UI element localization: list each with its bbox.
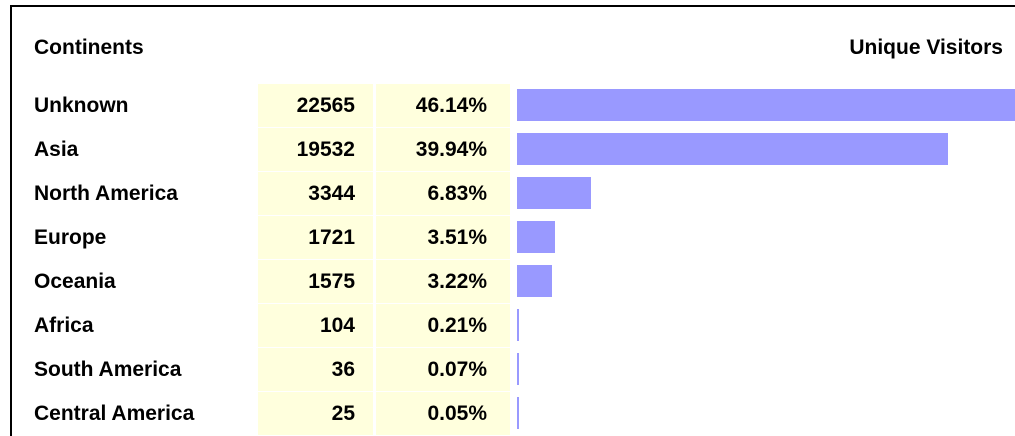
visitor-percent: 3.51% bbox=[427, 226, 487, 249]
count-cell bbox=[258, 348, 373, 391]
percent-cell bbox=[376, 348, 510, 391]
header-continents: Continents bbox=[34, 36, 144, 59]
visitor-count: 3344 bbox=[308, 182, 355, 205]
visitor-bar bbox=[517, 309, 520, 341]
percent-cell bbox=[376, 216, 510, 259]
visitor-count: 1575 bbox=[308, 270, 355, 293]
visitor-bar bbox=[517, 265, 552, 297]
header-visitors: Unique Visitors bbox=[849, 36, 1003, 59]
visitor-bar bbox=[517, 177, 591, 209]
count-cell bbox=[258, 260, 373, 303]
visitor-count: 104 bbox=[319, 314, 355, 337]
percent-cell bbox=[376, 128, 510, 171]
table-frame bbox=[10, 5, 1015, 436]
visitor-percent: 6.83% bbox=[427, 182, 487, 205]
continent-name: Europe bbox=[34, 226, 107, 249]
continent-name: Africa bbox=[34, 314, 94, 337]
visitor-count: 36 bbox=[331, 358, 355, 381]
visitor-bar bbox=[517, 89, 1015, 121]
continent-name: Central America bbox=[34, 402, 195, 425]
visitor-count: 22565 bbox=[296, 94, 355, 117]
count-cell bbox=[258, 84, 373, 127]
visitor-bar bbox=[517, 133, 949, 165]
visitor-percent: 39.94% bbox=[415, 138, 487, 161]
continent-name: Oceania bbox=[34, 270, 116, 293]
percent-cell bbox=[376, 392, 510, 435]
continent-name: Asia bbox=[34, 138, 79, 161]
visitor-bar bbox=[517, 353, 519, 385]
count-cell bbox=[258, 392, 373, 435]
percent-cell bbox=[376, 304, 510, 347]
visitor-percent: 3.22% bbox=[427, 270, 487, 293]
continent-name: Unknown bbox=[34, 94, 129, 117]
visitor-bar bbox=[517, 397, 519, 429]
visitor-bar bbox=[517, 221, 555, 253]
percent-cell bbox=[376, 84, 510, 127]
visitor-percent: 46.14% bbox=[415, 94, 487, 117]
visitor-percent: 0.05% bbox=[427, 402, 487, 425]
continent-name: South America bbox=[34, 358, 182, 381]
count-cell bbox=[258, 172, 373, 215]
visitor-percent: 0.21% bbox=[427, 314, 487, 337]
visitor-percent: 0.07% bbox=[427, 358, 487, 381]
percent-cell bbox=[376, 172, 510, 215]
percent-cell bbox=[376, 260, 510, 303]
count-cell bbox=[258, 304, 373, 347]
count-cell bbox=[258, 128, 373, 171]
continent-name: North America bbox=[34, 182, 178, 205]
visitor-count: 1721 bbox=[308, 226, 355, 249]
visitor-count: 25 bbox=[331, 402, 355, 425]
visitor-count: 19532 bbox=[296, 138, 355, 161]
count-cell bbox=[258, 216, 373, 259]
